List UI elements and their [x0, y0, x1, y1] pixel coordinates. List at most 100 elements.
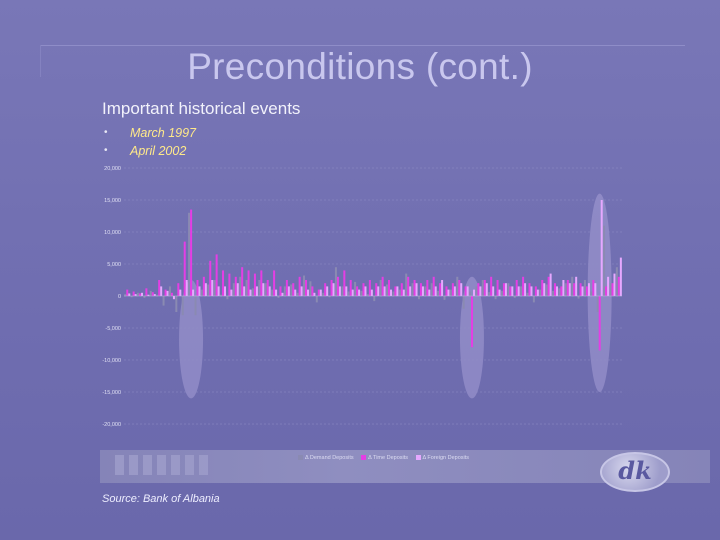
bar-foreign [198, 286, 201, 296]
bar-demand [481, 280, 484, 296]
bar-foreign [415, 283, 418, 296]
bar-foreign [377, 286, 380, 296]
bar-demand [232, 283, 235, 296]
bar-demand [373, 296, 376, 302]
bar-time [509, 286, 512, 296]
bar-foreign [166, 290, 169, 296]
bar-time [407, 276, 410, 296]
bar-time [458, 280, 461, 296]
bar-foreign [549, 273, 552, 296]
bar-demand [475, 286, 478, 296]
bar-time [426, 280, 429, 296]
bar-demand [571, 276, 574, 296]
bar-demand [303, 275, 306, 296]
bar-demand [520, 286, 523, 296]
bar-demand [449, 289, 452, 296]
bar-foreign [179, 289, 182, 296]
legend-swatch [298, 455, 303, 461]
bar-time [356, 286, 359, 296]
bar-time [177, 283, 180, 296]
bar-demand [590, 291, 593, 296]
bar-foreign [504, 283, 507, 296]
bar-time [362, 283, 365, 296]
bar-time [573, 283, 576, 296]
bar-demand [271, 289, 274, 296]
bar-foreign [172, 296, 175, 300]
bar-foreign [249, 289, 252, 296]
bar-time [266, 280, 269, 296]
y-tick-label: 5,000 [107, 262, 121, 268]
bar-demand [500, 290, 503, 296]
bar-time [196, 280, 199, 296]
bar-demand [494, 296, 497, 300]
bar-time [305, 280, 308, 296]
bar-time [413, 280, 416, 296]
bar-foreign [498, 289, 501, 296]
strip-block [171, 455, 180, 475]
bar-foreign [607, 276, 610, 296]
bar-foreign [460, 283, 463, 296]
bar-foreign [338, 286, 341, 296]
bar-time [617, 276, 620, 296]
legend-label: Δ Time Deposits [368, 455, 408, 461]
bar-time [534, 286, 537, 296]
bar-time [477, 283, 480, 296]
bar-foreign [543, 283, 546, 296]
bar-time [400, 283, 403, 296]
bar-foreign [594, 283, 597, 296]
bar-foreign [307, 289, 310, 296]
bar-time [394, 286, 397, 296]
bar-demand [596, 296, 599, 312]
bar-foreign [485, 283, 488, 296]
bar-foreign [294, 289, 297, 296]
bar-demand [386, 284, 389, 296]
bar-time [292, 283, 295, 296]
bar-time [368, 280, 371, 296]
bar-demand [181, 296, 184, 316]
bar-foreign [581, 286, 584, 296]
bar-foreign [453, 286, 456, 296]
bar-time [311, 286, 314, 296]
bar-time [464, 286, 467, 296]
bar-foreign [243, 286, 246, 296]
event-highlight [587, 193, 612, 392]
bar-foreign [370, 289, 373, 296]
bar-demand [583, 280, 586, 296]
bar-foreign [230, 289, 233, 296]
bar-demand [220, 294, 223, 296]
bar-foreign [217, 286, 220, 296]
strip-block [157, 455, 166, 475]
bar-foreign [147, 294, 150, 296]
bar-demand [526, 292, 529, 296]
legend-label: Δ Demand Deposits [305, 455, 354, 461]
bar-demand [143, 296, 146, 298]
bar-foreign [409, 286, 412, 296]
bar-time [343, 270, 346, 296]
bar-foreign [224, 286, 227, 296]
bar-demand [309, 281, 312, 296]
bar-time [547, 276, 550, 296]
bar-foreign [345, 286, 348, 296]
bar-time [228, 273, 231, 296]
bar-foreign [268, 286, 271, 296]
bar-time [605, 286, 608, 296]
bar-time [566, 280, 569, 296]
bar-time [592, 280, 595, 296]
bar-demand [411, 283, 414, 296]
bar-demand [564, 283, 567, 296]
bar-demand [424, 286, 427, 296]
bar-demand [124, 294, 127, 296]
bar-time [502, 283, 505, 296]
bar-foreign [619, 257, 622, 296]
event-item: • April 2002 [104, 142, 196, 160]
bar-demand [341, 286, 344, 296]
bar-time [170, 292, 173, 296]
bar-time [190, 209, 193, 296]
bar-time [317, 289, 320, 296]
bar-demand [200, 289, 203, 296]
bar-time [490, 276, 493, 296]
bar-foreign [185, 280, 188, 296]
bar-demand [194, 296, 197, 316]
legend-label: Δ Foreign Deposits [422, 455, 470, 461]
bar-foreign [141, 292, 144, 296]
